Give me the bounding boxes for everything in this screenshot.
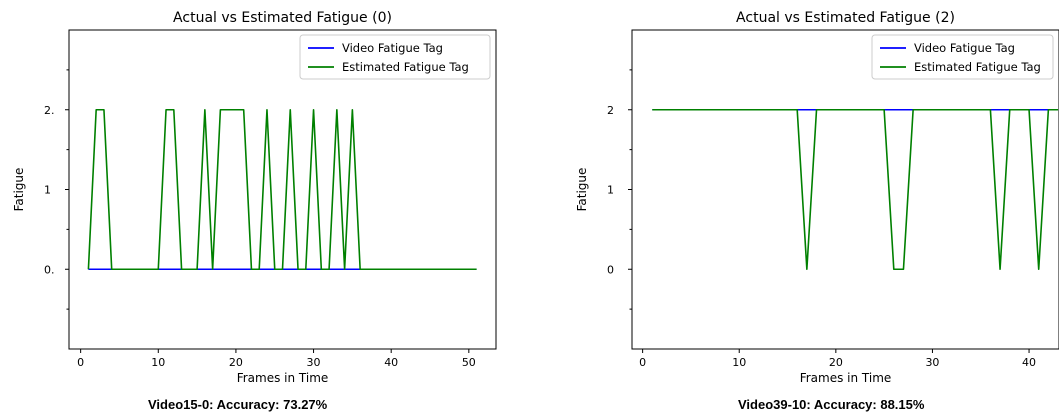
y-axis-label: Fatigue bbox=[575, 168, 589, 212]
x-axis-label: Frames in Time bbox=[800, 371, 892, 385]
y-tick-label: 1 bbox=[44, 184, 51, 197]
legend-label: Estimated Fatigue Tag bbox=[342, 60, 469, 74]
legend-label: Video Fatigue Tag bbox=[914, 41, 1015, 55]
x-tick-label: 20 bbox=[829, 356, 843, 369]
legend-box bbox=[299, 34, 491, 80]
x-tick-label: 50 bbox=[462, 356, 476, 369]
y-tick-label: 2. bbox=[44, 104, 55, 117]
plot-area bbox=[652, 108, 1059, 271]
accuracy-caption-left: Video15-0: Accuracy: 73.27% bbox=[148, 397, 328, 412]
series-line-1 bbox=[87, 108, 477, 271]
legend: Video Fatigue Tag Estimated Fatigue Tag bbox=[299, 34, 491, 80]
x-tick-label: 40 bbox=[384, 356, 398, 369]
y-axis-label: Fatigue bbox=[12, 168, 26, 212]
plot-area bbox=[87, 108, 477, 271]
x-tick-label: 0 bbox=[639, 356, 646, 369]
x-tick-label: 0 bbox=[77, 356, 84, 369]
chart-0: Actual vs Estimated Fatigue (0) 0 10 20 30 40… bbox=[12, 10, 497, 385]
legend-box bbox=[871, 34, 1054, 80]
x-tick-label: 20 bbox=[229, 356, 243, 369]
x-tick-label: 30 bbox=[307, 356, 321, 369]
chart-title: Actual vs Estimated Fatigue (0) bbox=[173, 10, 392, 26]
x-tick-label: 10 bbox=[151, 356, 165, 369]
chart-1: Actual vs Estimated Fatigue (2)0 10 20 30 40… bbox=[575, 10, 1059, 385]
y-tick-label: 2 bbox=[607, 104, 614, 117]
x-axis-label: Frames in Time bbox=[237, 371, 329, 385]
accuracy-caption-right: Video39-10: Accuracy: 88.15% bbox=[738, 397, 925, 412]
legend: Video Fatigue Tag Estimated Fatigue Tag bbox=[871, 34, 1054, 80]
legend-label: Video Fatigue Tag bbox=[342, 41, 443, 55]
y-tick-label: 0. bbox=[44, 263, 55, 276]
x-tick-label: 30 bbox=[925, 356, 939, 369]
series-line-1 bbox=[652, 108, 1059, 271]
y-tick-label: 0 bbox=[607, 263, 614, 276]
chart-title: Actual vs Estimated Fatigue (2) bbox=[736, 10, 955, 26]
y-tick-label: 1 bbox=[607, 184, 614, 197]
legend-label: Estimated Fatigue Tag bbox=[914, 60, 1041, 74]
x-tick-label: 10 bbox=[732, 356, 746, 369]
x-tick-label: 40 bbox=[1022, 356, 1036, 369]
